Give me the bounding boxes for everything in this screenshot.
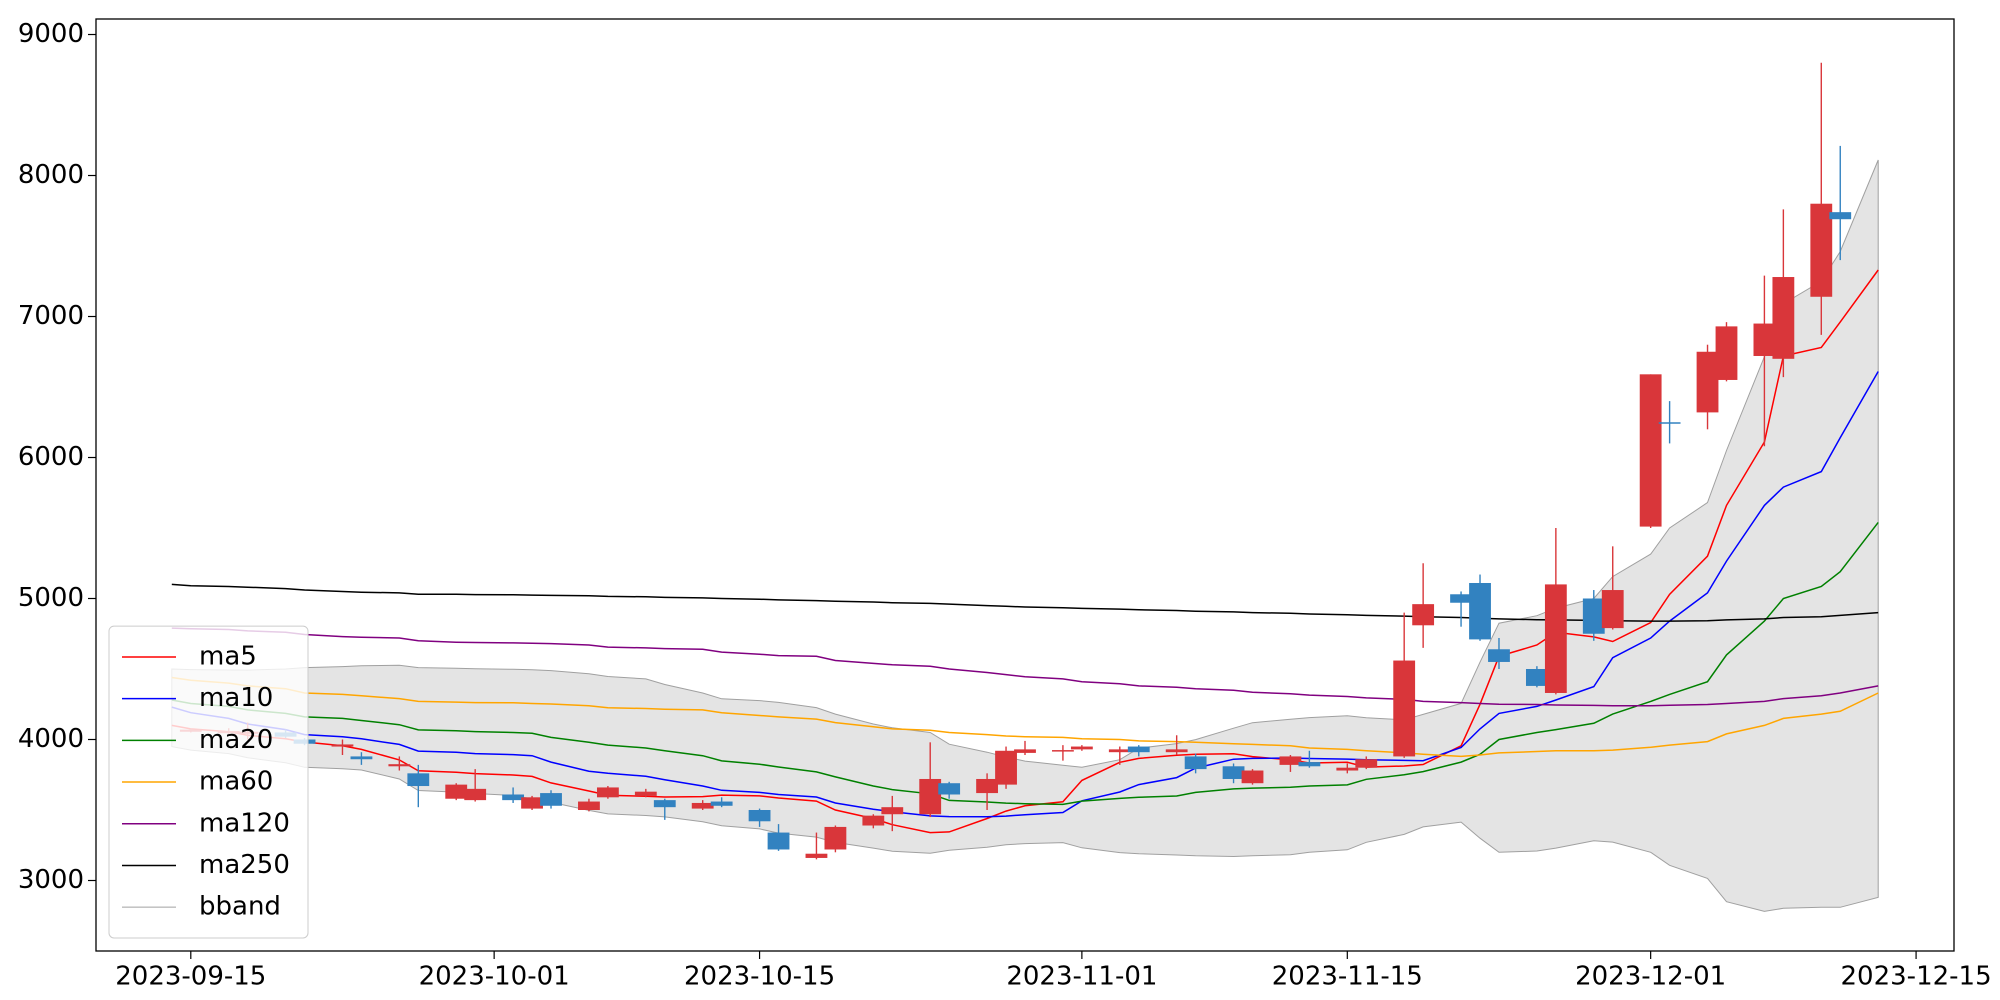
candle-body <box>1525 669 1548 686</box>
legend-label: ma5 <box>199 641 257 671</box>
candle-body <box>634 791 657 796</box>
y-tick-label: 7000 <box>18 301 84 331</box>
candle-body <box>464 788 487 801</box>
candle-body <box>767 832 790 850</box>
candle-body <box>1298 762 1321 767</box>
candle-body <box>1488 649 1510 662</box>
candle-body <box>653 800 676 808</box>
candle-body <box>1336 767 1359 771</box>
candle-body <box>331 744 354 747</box>
candle-body <box>1412 604 1435 626</box>
candle-body <box>1582 598 1605 634</box>
candle-body <box>691 802 714 809</box>
candle-body <box>1014 749 1036 753</box>
legend-label: ma10 <box>199 683 273 713</box>
candle-body <box>407 773 430 787</box>
legend-box <box>108 625 309 939</box>
candle-body <box>1393 660 1416 757</box>
y-tick-label: 6000 <box>18 442 84 472</box>
x-tick-label: 2023-11-15 <box>1272 962 1423 992</box>
candle-body <box>710 801 733 806</box>
candle-body <box>1753 323 1776 356</box>
x-tick-label: 2023-11-01 <box>1006 962 1157 992</box>
candle-body <box>1279 756 1302 765</box>
ma-line <box>171 371 1879 818</box>
ma-line <box>171 627 1879 707</box>
candle-body <box>1715 326 1738 380</box>
candle-body <box>1810 203 1833 297</box>
candle-body <box>1165 749 1188 753</box>
candle-body <box>445 784 468 799</box>
candle-body <box>1696 351 1719 413</box>
candle-body <box>1450 594 1472 603</box>
ma-line <box>171 676 1879 758</box>
candle-body <box>1052 750 1074 752</box>
candle-body <box>995 750 1017 785</box>
candle-body <box>1241 770 1264 784</box>
legend-label: ma20 <box>199 725 273 755</box>
x-tick-label: 2023-12-15 <box>1841 962 1992 992</box>
candle-body <box>976 778 998 794</box>
candle-body <box>1184 756 1207 770</box>
candle-body <box>938 783 961 795</box>
legend-label: ma60 <box>199 767 273 797</box>
candle-body <box>862 815 885 826</box>
candle-body <box>1639 374 1662 527</box>
axes-frame <box>95 18 1955 952</box>
candle-body <box>805 853 828 858</box>
x-tick-label: 2023-09-15 <box>115 962 266 992</box>
candle-body <box>919 778 942 815</box>
legend: ma5 ma10 ma20 ma60 ma120 ma250 bband <box>108 625 309 939</box>
legend-label: ma250 <box>199 850 290 880</box>
y-tick-label: 9000 <box>18 19 84 49</box>
candle-body <box>1222 766 1245 779</box>
candle-body <box>1108 749 1131 753</box>
candle-body <box>350 756 373 760</box>
candle-body <box>1469 582 1491 640</box>
candle-body <box>1601 590 1624 629</box>
y-tick-label: 8000 <box>18 160 84 190</box>
candle-body <box>1127 746 1150 753</box>
candle-body <box>1070 746 1093 750</box>
x-tick-label: 2023-10-01 <box>419 962 570 992</box>
bollinger-band <box>171 159 1879 912</box>
legend-label: bband <box>199 892 281 922</box>
y-tick-label: 3000 <box>18 865 84 895</box>
candle-body <box>521 797 543 809</box>
legend-label: ma120 <box>199 808 290 838</box>
y-tick-label: 5000 <box>18 583 84 613</box>
y-tick-label: 4000 <box>18 724 84 754</box>
candle-body <box>748 810 771 822</box>
candle-body <box>1544 584 1567 693</box>
candle-body <box>1772 277 1795 359</box>
plot <box>171 62 1879 912</box>
x-tick-label: 2023-12-01 <box>1575 962 1726 992</box>
ma-line <box>171 269 1879 834</box>
candle-body <box>540 793 562 806</box>
candle-body <box>824 826 847 850</box>
candle-body <box>596 787 619 798</box>
candle-body <box>388 764 411 767</box>
candle-body <box>578 801 600 811</box>
candle-body <box>1355 759 1378 768</box>
candle-body <box>502 794 525 801</box>
candle-body <box>881 807 904 815</box>
candle-body <box>1829 212 1852 220</box>
x-tick-label: 2023-10-15 <box>684 962 835 992</box>
ma-line <box>171 521 1879 806</box>
candle-body <box>1658 422 1681 424</box>
